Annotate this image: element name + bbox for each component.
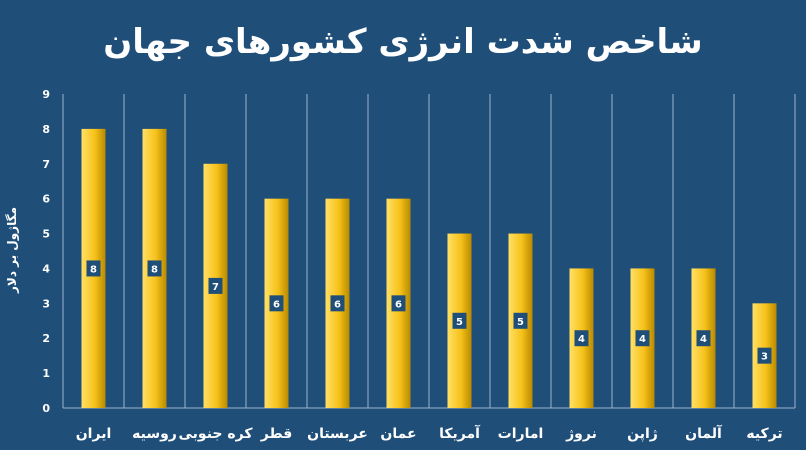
data-label: 5 <box>456 317 463 328</box>
y-tick-label: 9 <box>42 88 50 101</box>
data-label: 3 <box>761 352 768 363</box>
x-tick-label: قطر <box>260 426 293 442</box>
data-label: 6 <box>334 299 341 310</box>
data-label-box <box>330 295 345 312</box>
y-tick-label: 2 <box>42 332 50 345</box>
x-tick-label: عربستان <box>307 426 368 442</box>
data-label-box <box>269 295 284 312</box>
data-label: 4 <box>639 334 646 345</box>
y-tick-label: 0 <box>42 402 50 415</box>
x-tick-label: آمریکا <box>439 424 481 442</box>
data-label-box <box>208 277 223 294</box>
x-tick-label: امارات <box>498 426 544 442</box>
data-label-box <box>574 330 589 347</box>
data-label: 7 <box>212 282 219 293</box>
chart-title: شاخص شدت انرژی کشورهای جهان <box>103 22 703 62</box>
data-label: 8 <box>90 264 97 275</box>
x-tick-label: آلمان <box>685 424 723 442</box>
x-tick-label: نروژ <box>565 426 597 442</box>
x-tick-label: ترکیه <box>746 426 782 442</box>
y-tick-label: 7 <box>42 158 50 171</box>
label-layer: ایران 8 روسیه 8 کره جنوبی 7 قطر 6 عربستان 6 عمان 6 آ… <box>76 260 783 442</box>
data-label-box <box>147 260 162 277</box>
x-tick-label: کره جنوبی <box>179 426 254 442</box>
data-label: 5 <box>517 317 524 328</box>
data-label: 6 <box>395 299 402 310</box>
y-tick-label: 3 <box>42 297 50 310</box>
data-label-box <box>86 260 101 277</box>
axis-layer: 0 1 2 3 4 5 6 7 8 9 <box>42 88 795 415</box>
data-label-box <box>696 330 711 347</box>
y-tick-label: 8 <box>42 123 50 136</box>
data-label: 4 <box>700 334 707 345</box>
data-label: 6 <box>273 299 280 310</box>
y-tick-label: 1 <box>42 367 50 380</box>
data-label-box <box>757 347 772 364</box>
data-label-box <box>391 295 406 312</box>
y-tick-label: 4 <box>42 262 50 275</box>
y-tick-label: 6 <box>42 193 50 206</box>
data-label-box <box>513 312 528 329</box>
x-tick-label: روسیه <box>132 426 177 442</box>
x-tick-label: ژاپن <box>627 426 658 442</box>
data-label: 8 <box>151 264 158 275</box>
grid-layer <box>62 94 796 408</box>
x-tick-label: عمان <box>380 426 416 442</box>
data-label-box <box>452 312 467 329</box>
x-tick-label: ایران <box>76 426 112 442</box>
data-label: 4 <box>578 334 585 345</box>
data-label-box <box>635 330 650 347</box>
y-tick-label: 5 <box>42 228 50 241</box>
